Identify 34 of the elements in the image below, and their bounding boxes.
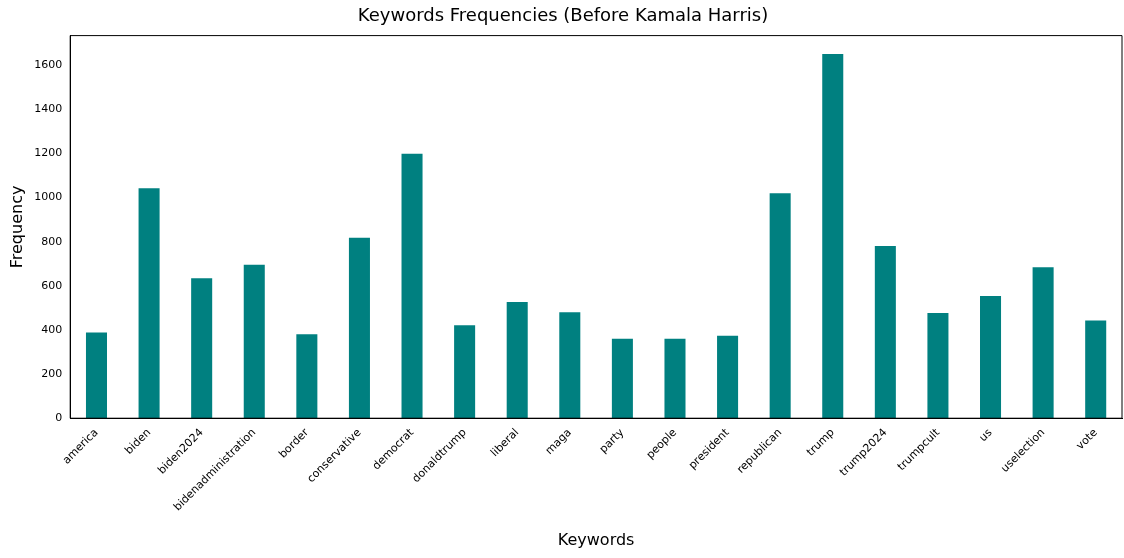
x-tick-label: vote: [1073, 425, 1101, 453]
bar: [506, 301, 528, 419]
bar: [664, 338, 686, 419]
bar: [822, 53, 844, 419]
bar: [191, 278, 213, 419]
bar: [874, 245, 896, 419]
y-tick-label: 0: [55, 411, 63, 425]
bar: [980, 295, 1002, 419]
bar: [85, 332, 108, 419]
y-tick-label: 1400: [34, 102, 63, 116]
y-tick-label: 1200: [34, 146, 63, 160]
bar: [611, 338, 633, 419]
chart-title: Keywords Frequencies (Before Kamala Harris): [357, 4, 769, 26]
bar: [296, 334, 318, 419]
bar: [454, 325, 476, 419]
y-tick-label: 600: [41, 278, 63, 292]
y-tick-label: 800: [41, 234, 63, 248]
y-tick-label: 1600: [34, 58, 63, 72]
y-tick-label: 1000: [34, 190, 63, 204]
bar: [927, 312, 949, 419]
bar: [401, 153, 423, 419]
bar: [1032, 267, 1054, 419]
x-tick-label: us: [976, 425, 995, 445]
bar: [559, 312, 581, 419]
bar: [138, 188, 160, 419]
bar: [769, 193, 791, 419]
y-axis-title: Frequency: [6, 185, 26, 269]
bar: [243, 264, 265, 419]
x-axis-title: Keywords: [557, 529, 635, 549]
y-tick-label: 400: [41, 322, 63, 336]
bar: [348, 237, 370, 419]
bar: [717, 335, 739, 419]
y-tick-label: 200: [41, 366, 63, 380]
bar: [1085, 320, 1107, 419]
